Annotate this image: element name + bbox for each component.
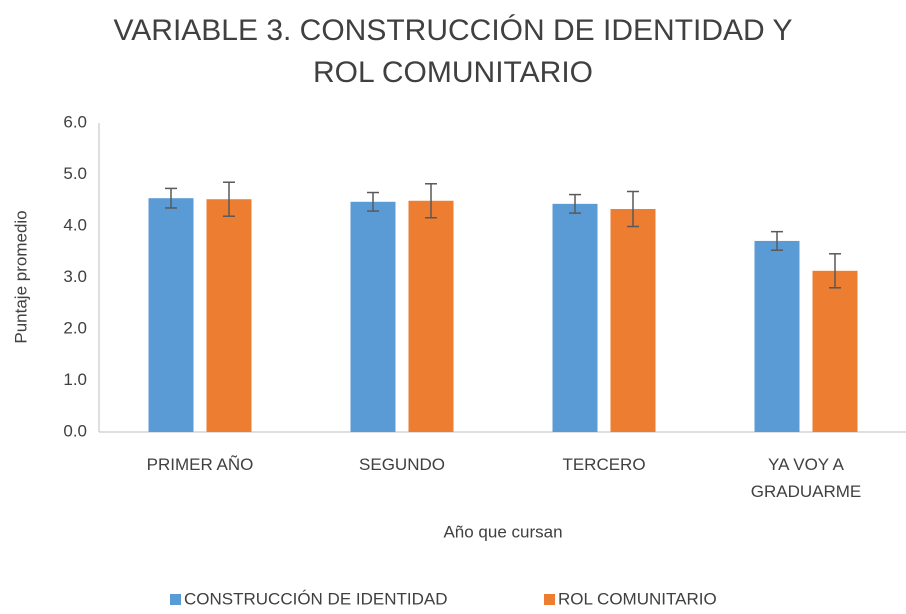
- bar: [148, 198, 194, 432]
- x-tick-label: YA VOY A GRADUARME: [750, 455, 862, 501]
- x-tick-label: SEGUNDO: [359, 455, 445, 474]
- y-tick-label: 5.0: [63, 164, 87, 183]
- x-tick-label: TERCERO: [562, 455, 646, 474]
- bar: [610, 209, 656, 432]
- y-tick-label: 2.0: [63, 318, 87, 337]
- y-tick-label: 1.0: [63, 370, 87, 389]
- bar: [206, 199, 252, 432]
- x-axis-label: Año que cursan: [443, 522, 562, 541]
- bar: [408, 200, 454, 432]
- y-axis-label: Puntaje promedio: [11, 210, 30, 343]
- y-tick-label: 0.0: [63, 421, 87, 440]
- chart-title: VARIABLE 3. CONSTRUCCIÓN DE IDENTIDAD Y …: [113, 14, 793, 89]
- legend-swatch: [170, 594, 181, 605]
- legend-swatch: [544, 594, 555, 605]
- y-tick-label: 6.0: [63, 112, 87, 131]
- bar: [552, 203, 598, 432]
- x-tick-label: PRIMER AÑO: [146, 455, 254, 474]
- legend-label: ROL COMUNITARIO: [558, 589, 717, 608]
- bar: [754, 240, 800, 432]
- y-tick-label: 3.0: [63, 267, 87, 286]
- bar: [812, 270, 858, 432]
- y-tick-label: 4.0: [63, 215, 87, 234]
- bar: [350, 201, 396, 432]
- legend-label: CONSTRUCCIÓN DE IDENTIDAD: [184, 589, 448, 608]
